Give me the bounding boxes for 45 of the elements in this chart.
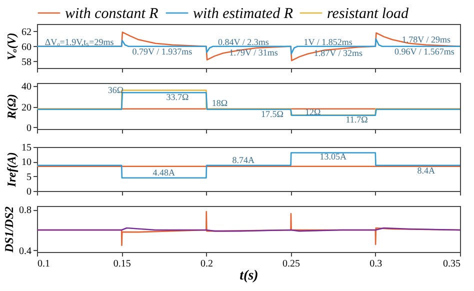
annotation: 36Ω [108, 85, 124, 96]
y-tick-label: 10 [22, 157, 32, 168]
annotation: 13.05A [320, 151, 347, 162]
annotation: 1.87V / 32ms [314, 48, 363, 58]
annotation: 0.96V / 1.567ms [394, 46, 455, 57]
y-tick-label: 5 [26, 172, 32, 183]
x-tick-label: 0.35 [443, 258, 460, 270]
x-tick-label: 0.25 [282, 258, 300, 270]
annotation: ΔVₒ=1.9V,tₛ=29ms [44, 36, 114, 47]
y-tick-label: 0.4 [19, 246, 32, 257]
y-axis-title: R(Ω) [4, 94, 18, 120]
y-tick-label: 20 [22, 102, 32, 114]
annotation: 18Ω [212, 98, 228, 108]
annotation: 1.79V / 31ms [229, 48, 278, 58]
annotation: 1V / 1.852ms [304, 36, 353, 47]
annotation: 1.78V / 29ms [402, 34, 451, 45]
y-tick-label: 40 [22, 82, 32, 93]
annotation: 11.7Ω [346, 114, 368, 124]
y-tick-label: 62 [22, 26, 32, 38]
y-axis-title: DS1/DS2 [2, 206, 16, 254]
y-tick-label: 0.8 [19, 205, 32, 216]
annotation: 33.7Ω [166, 92, 189, 102]
x-tick-label: 0.15 [113, 258, 131, 270]
y-axis-title: Vₒ(V) [4, 32, 18, 60]
annotation: 8.4A [417, 165, 436, 176]
annotation: 0.79V / 1.937ms [132, 46, 193, 57]
y-tick-label: 0 [26, 186, 32, 198]
x-tick-label: 0.3 [370, 258, 382, 270]
annotation: 4.48A [152, 168, 176, 178]
y-axis-title: Iref(A) [4, 152, 18, 188]
annotation: 12Ω [304, 106, 321, 117]
legend-label: resistant load [327, 6, 410, 22]
line-series [37, 38, 460, 54]
y-tick-label: 15 [22, 142, 32, 154]
legend-label: with constant R [65, 6, 158, 22]
y-tick-label: 0 [26, 122, 32, 134]
x-tick-label: 0.1 [38, 258, 50, 270]
annotation: 17.5Ω [260, 109, 284, 120]
x-axis-title: t(s) [240, 268, 258, 284]
legend-label: with estimated R [193, 6, 293, 22]
annotation: 0.84V / 2.3ms [218, 36, 270, 47]
annotation: 8.74A [232, 154, 256, 165]
x-tick-label: 0.2 [200, 258, 213, 270]
y-tick-label: 58 [22, 56, 32, 68]
y-tick-label: 60 [22, 42, 32, 53]
